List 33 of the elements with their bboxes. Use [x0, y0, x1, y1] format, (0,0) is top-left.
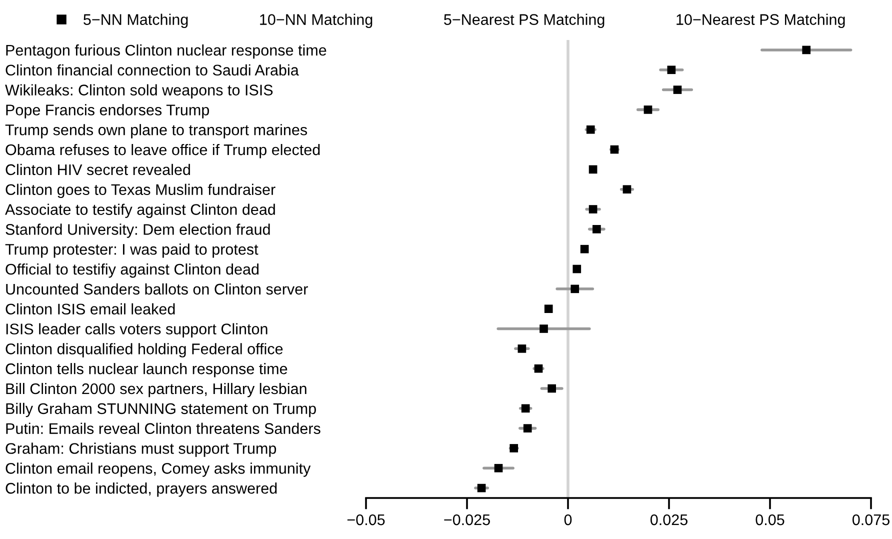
y-tick-label: Clinton tells nuclear launch response time: [6, 363, 288, 378]
y-tick-label: Clinton goes to Texas Muslim fundraiser: [6, 184, 276, 198]
y-tick-label: Associate to testify against Clinton dead: [5, 204, 275, 218]
y-tick-label: Putin: Emails reveal Clinton threatens Sanders: [6, 422, 320, 434]
y-tick-label: Clinton HIV secret revealed: [6, 164, 190, 176]
text: 5−Nearest PS Matching: [444, 14, 604, 28]
y-tick-label: Billy Graham STUNNING statement on Trump: [6, 402, 316, 418]
y-tick-label: Trump sends own plane to transport marines: [5, 124, 308, 138]
y-tick-label: Pentagon furious Clinton nuclear response time: [6, 44, 326, 59]
x-tick-label: 0.075: [852, 514, 890, 526]
y-tick-label: Pope Francis endorses Trump: [6, 104, 210, 118]
y-tick-label: Clinton disqualified holding Federal office: [6, 343, 283, 358]
y-tick-label: ISIS leader calls voters support Clinton: [6, 323, 268, 338]
x-tick-label: 0: [564, 514, 572, 526]
x-tick-label: −0.05: [347, 514, 385, 526]
y-tick-label: Official to testifiy against Clinton dead: [6, 263, 259, 278]
y-tick-label: Bill Clinton 2000 sex partners, Hillary lesbian: [6, 382, 306, 398]
y-tick-label: Obama refuses to leave office if Trump elected: [6, 144, 320, 158]
x-tick-label: 0.05: [756, 514, 784, 526]
x-tick-label: 0.025: [650, 514, 688, 526]
y-tick-label: Clinton to be indicted, prayers answered: [6, 482, 277, 497]
text: 10−Nearest PS Matching: [676, 14, 845, 28]
y-tick-label: Clinton financial connection to Saudi Arabia: [6, 64, 299, 76]
y-tick-label: Clinton ISIS email leaked: [6, 303, 175, 315]
text: 10−NN Matching: [260, 14, 372, 28]
y-tick-label: Wikileaks: Clinton sold weapons to ISIS: [5, 84, 273, 98]
y-tick-label: Graham: Christians must support Trump: [6, 442, 276, 457]
x-tick-label: −0.025: [444, 514, 490, 526]
y-tick-label: Clinton email reopens, Comey asks immunity: [6, 462, 311, 477]
y-tick-label: Stanford University: Dem election fraud: [6, 224, 270, 238]
y-tick-label: Trump protester: I was paid to protest: [5, 244, 258, 258]
y-tick-label: Uncounted Sanders ballots on Clinton server: [6, 283, 308, 295]
legend-label: 5−NN Matching: [84, 14, 188, 28]
